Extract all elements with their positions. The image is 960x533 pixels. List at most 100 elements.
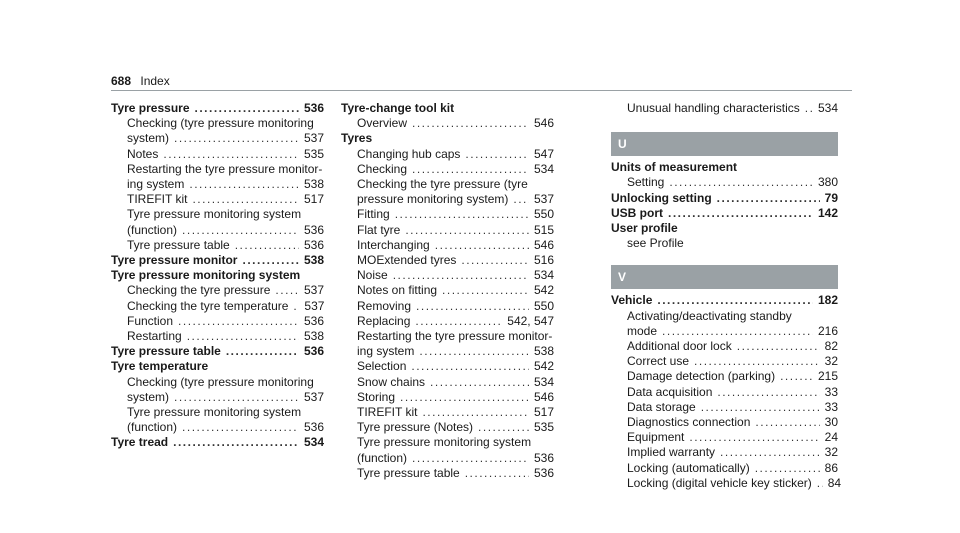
entry-label: Tyre pressure monitoring system (127, 207, 302, 222)
dot-leader (235, 238, 299, 253)
dot-leader (668, 206, 813, 221)
dot-leader (163, 147, 299, 162)
entry-page: 142 (817, 205, 838, 220)
dot-leader (755, 461, 820, 476)
index-heading: USB port 142 (611, 206, 838, 221)
entry-label: mode (627, 323, 658, 338)
entry-page: 536 (303, 420, 324, 435)
index-heading: User profile (611, 221, 838, 236)
index-entry: Damage detection (parking) 215 (611, 369, 838, 384)
entry-label: Tyre pressure monitoring system (111, 268, 301, 283)
dot-leader (461, 253, 529, 268)
entry-page: 538 (303, 177, 324, 192)
index-entry: Fitting 550 (341, 207, 554, 222)
dot-leader (701, 400, 820, 415)
dot-leader (669, 175, 813, 190)
dot-leader (275, 283, 299, 298)
entry-label: Flat tyre (357, 222, 401, 237)
entry-page: 534 (533, 268, 554, 283)
entry-page: 380 (817, 175, 838, 190)
dot-leader (720, 445, 820, 460)
index-entry: (function) 536 (111, 223, 324, 238)
entry-label: Activating/deactivating standby (627, 308, 792, 323)
entry-page: 536 (533, 465, 554, 480)
dot-leader (400, 390, 529, 405)
entry-page: 515 (533, 222, 554, 237)
entry-label: pressure monitoring system) (357, 192, 509, 207)
dot-leader (242, 253, 298, 268)
entry-page: 538 (303, 253, 324, 268)
index-entry: Overview 546 (341, 116, 554, 131)
entry-label: Replacing (357, 313, 411, 328)
index-entry: Correct use 32 (611, 354, 838, 369)
dot-leader (412, 451, 529, 466)
entry-page: 546 (533, 237, 554, 252)
index-entry: Tyre pressure monitoring system (111, 207, 324, 222)
index-entry: Checking (tyre pressure monitoring (111, 375, 324, 390)
index-entry: Locking (automatically) 86 (611, 461, 838, 476)
entry-label: see Profile (627, 236, 684, 251)
index-entry: Checking the tyre temperature 537 (111, 299, 324, 314)
entry-label: Unusual handling characteristics (627, 101, 800, 115)
entry-label: Checking (357, 161, 408, 176)
entry-label: Snow chains (357, 374, 426, 389)
dot-leader (182, 223, 299, 238)
entry-label: Tyre tread (111, 435, 169, 450)
dot-leader (189, 177, 299, 192)
index-entry: ing system 538 (341, 344, 554, 359)
dot-leader (689, 430, 819, 445)
entry-label: Damage detection (parking) (627, 369, 776, 384)
entry-label: system) (127, 389, 169, 404)
page-title: Index (140, 74, 170, 88)
index-entry: Checking the tyre pressure 537 (111, 283, 324, 298)
entry-label: Tyre pressure (111, 101, 190, 115)
entry-page: 537 (303, 131, 324, 146)
entry-page: 33 (824, 399, 838, 414)
dot-leader (412, 162, 529, 177)
index-entry: (function) 536 (111, 420, 324, 435)
entry-label: Notes (127, 146, 159, 161)
index-entry: system) 537 (111, 131, 324, 146)
entry-label: Checking the tyre pressure (tyre (357, 177, 528, 192)
entry-page: 537 (304, 298, 325, 313)
index-heading: Tyre-change tool kit (341, 101, 554, 116)
entry-label: Tyre pressure monitoring system (127, 405, 302, 420)
dot-leader (293, 299, 299, 314)
dot-leader (182, 420, 299, 435)
dot-leader (174, 390, 299, 405)
entry-label: Tyre pressure table (111, 344, 221, 359)
dot-leader (755, 415, 819, 430)
entry-label: Restarting the tyre pressure monitor- (127, 161, 323, 176)
index-entry: MOExtended tyres 516 (341, 253, 554, 268)
index-entry: Interchanging 546 (341, 238, 554, 253)
entry-page: 215 (817, 369, 838, 384)
dot-leader (737, 339, 820, 354)
entry-label: Tyre pressure table (127, 237, 230, 252)
index-entry: Function 536 (111, 314, 324, 329)
entry-page: 182 (817, 293, 838, 308)
dot-leader (419, 344, 529, 359)
entry-page: 542 (533, 283, 554, 298)
index-entry: Changing hub caps 547 (341, 147, 554, 162)
entry-page: 82 (824, 339, 838, 354)
section-letter-v: V (611, 265, 838, 290)
entry-page: 79 (824, 190, 838, 205)
entry-label: Selection (357, 359, 407, 374)
entry-label: Checking the tyre temperature (127, 298, 289, 313)
entry-label: Tyre pressure table (357, 465, 460, 480)
index-entry: Additional door lock 82 (611, 339, 838, 354)
index-entry: Flat tyre 515 (341, 223, 554, 238)
entry-label: USB port (611, 205, 663, 220)
entry-page: 32 (824, 354, 838, 369)
index-entry: Unusual handling characteristics 534 (611, 101, 838, 116)
index-entry: pressure monitoring system) 537 (341, 192, 554, 207)
dot-leader (422, 405, 529, 420)
dot-leader (411, 359, 529, 374)
entry-label: Setting (627, 175, 665, 190)
section-u-entries: Units of measurementSetting380Unlocking … (611, 160, 838, 251)
entry-page: 546 (533, 116, 554, 131)
entry-label: Tyre-change tool kit (341, 101, 455, 115)
dot-leader (195, 101, 299, 116)
index-heading: Units of measurement (611, 160, 838, 175)
